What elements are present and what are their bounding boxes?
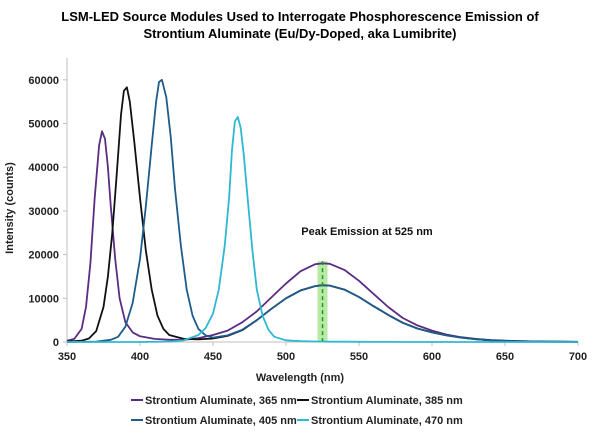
series-line-3 [66,78,579,343]
y-axis-title: Intensity (counts) [4,162,16,254]
y-tick-label: 20000 [28,250,59,262]
x-tick-label: 650 [496,351,514,363]
y-tick-label: 50000 [28,119,59,131]
y-tick-label: 10000 [28,293,59,305]
series-line-4 [67,116,578,343]
x-tick-label: 600 [423,351,441,363]
legend: Strontium Aluminate, 365 nm Strontium Alu… [131,395,463,427]
x-tick-label: 500 [277,351,295,363]
x-tick-label: 700 [569,351,587,363]
chart-title-line-1: LSM-LED Source Modules Used to Interroga… [61,9,539,24]
peak-emission-annotation: Peak Emission at 525 nm [301,226,433,238]
x-tick-label: 550 [350,351,368,363]
legend-label-3: Strontium Aluminate, 405 nm [145,415,297,427]
plot-area: 0 10000 20000 30000 40000 50000 60000 350 400 450… [28,58,587,363]
x-axis-title: Wavelength (nm) [256,372,345,384]
y-tick-label: 60000 [28,75,59,87]
x-tick-label: 350 [58,351,76,363]
y-tick-label: 0 [53,337,59,349]
legend-label-4: Strontium Aluminate, 470 nm [311,415,463,427]
peak-emission-band [317,261,328,341]
legend-label-2: Strontium Aluminate, 385 nm [311,395,463,407]
legend-label-1: Strontium Aluminate, 365 nm [145,395,297,407]
y-tick-label: 40000 [28,162,59,174]
x-tick-label: 450 [204,351,222,363]
chart-title-line-2: Strontium Aluminate (Eu/Dy-Doped, aka Lu… [144,26,457,41]
x-tick-label: 400 [131,351,149,363]
y-tick-label: 30000 [28,206,59,218]
series-line-1 [66,130,579,343]
